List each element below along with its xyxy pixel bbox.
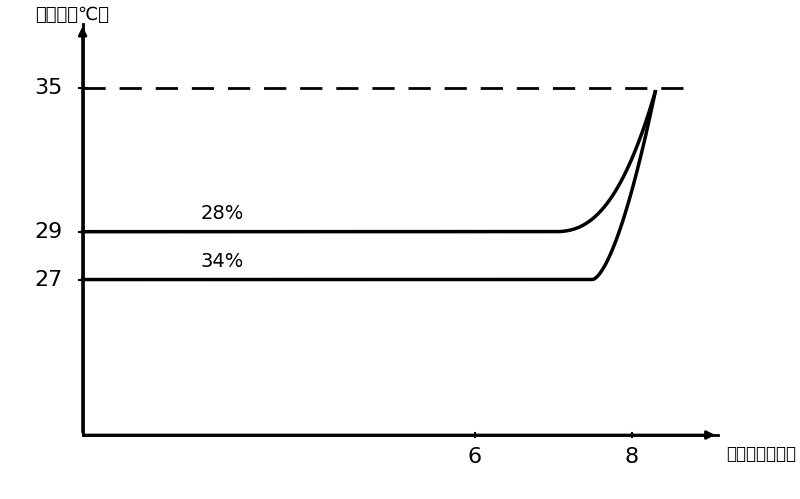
Text: 8: 8 xyxy=(625,447,638,467)
Text: 35: 35 xyxy=(34,78,63,98)
Text: 27: 27 xyxy=(34,269,63,289)
Text: （温度：℃）: （温度：℃） xyxy=(35,5,110,23)
Text: 6: 6 xyxy=(468,447,482,467)
Text: （时间：小时）: （时间：小时） xyxy=(726,445,796,463)
Text: 34%: 34% xyxy=(200,252,244,271)
Text: 29: 29 xyxy=(34,222,63,242)
Text: 28%: 28% xyxy=(200,204,244,224)
